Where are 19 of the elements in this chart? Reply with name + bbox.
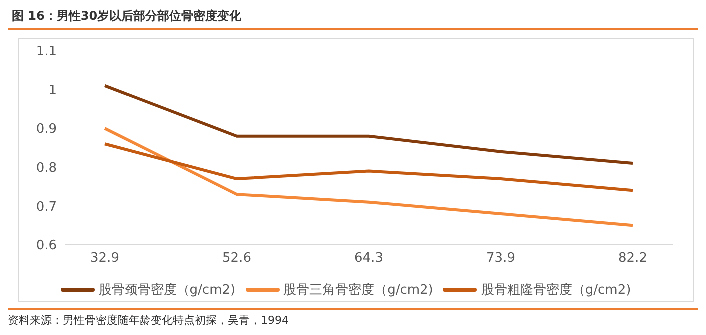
y-tick-label: 0.6 [36,238,57,254]
legend-label: 股骨颈骨密度（g/cm2) [98,282,236,299]
x-tick-label: 32.9 [90,251,120,266]
legend-label: 股骨粗隆骨密度（g/cm2) [481,282,632,299]
x-tick-label: 82.2 [618,251,648,266]
x-tick-label: 52.6 [222,251,252,266]
line-series [104,142,634,192]
y-tick-label: 0.9 [36,122,57,138]
legend-label: 股骨三角骨密度（g/cm2) [284,282,434,299]
y-tick-label: 0.8 [36,161,57,176]
y-tick-label: 1 [48,83,57,98]
line-series [104,84,634,166]
x-tick-label: 73.9 [486,251,516,266]
x-tick-label: 64.3 [354,251,384,266]
y-tick-label: 0.7 [36,200,57,215]
text: 资料来源：男性骨密度随年龄变化特点初探，吴青，1994 [8,313,290,328]
line-series [104,127,634,228]
chart-title: 图 16：男性30岁以后部分部位骨密度变化 [8,8,698,30]
y-tick-label: 1.1 [36,44,57,60]
